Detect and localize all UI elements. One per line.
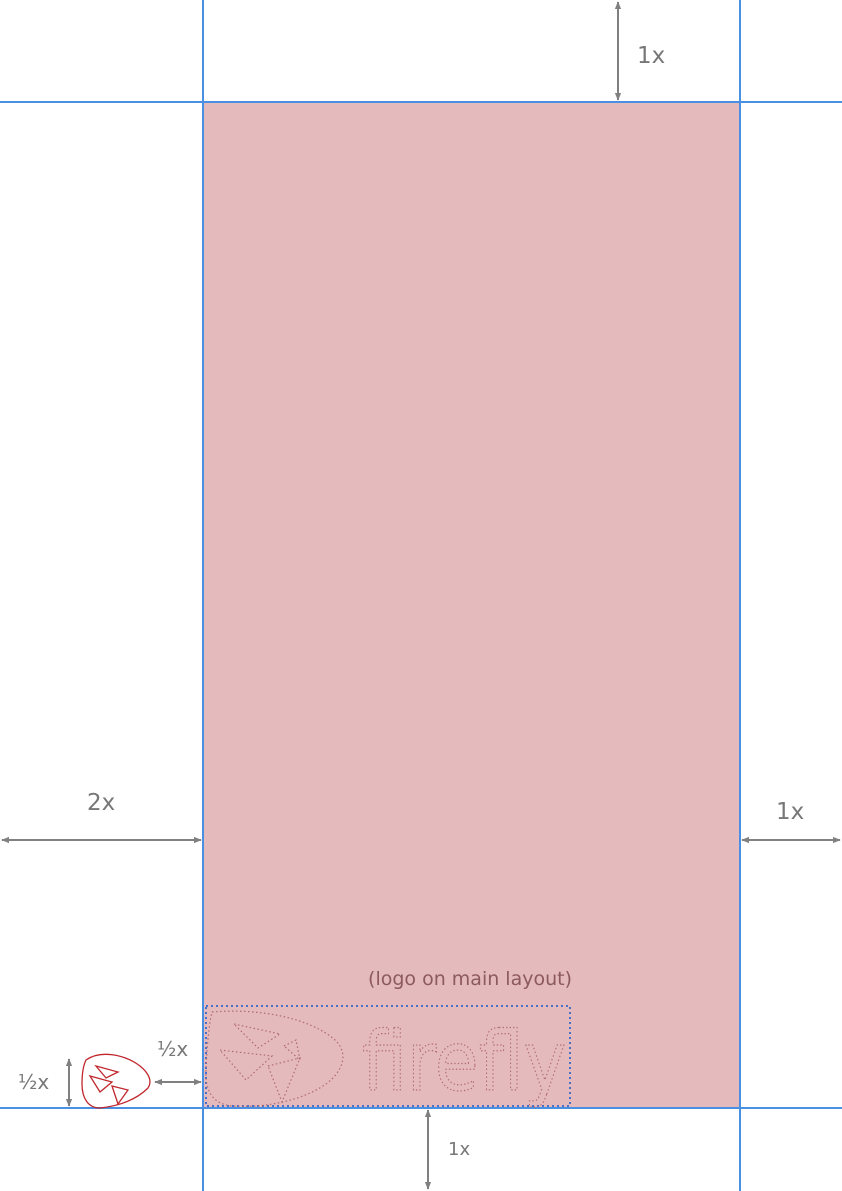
- bottom-margin-label: 1x: [448, 1139, 470, 1160]
- right-margin-label: 1x: [776, 799, 804, 825]
- logo-height-label: ½x: [18, 1070, 49, 1094]
- top-margin-label: 1x: [637, 43, 665, 69]
- main-logo-mark: [205, 1010, 344, 1107]
- content-area: [203, 102, 740, 1108]
- logo-note-label: (logo on main layout): [368, 968, 572, 990]
- left-margin-label: 2x: [87, 790, 115, 816]
- logo-placement-box: [205, 1005, 571, 1107]
- small-logo-mark: [81, 1053, 151, 1109]
- logo-wordmark: firefly: [362, 1015, 566, 1110]
- logo-gap-label: ½x: [157, 1037, 188, 1061]
